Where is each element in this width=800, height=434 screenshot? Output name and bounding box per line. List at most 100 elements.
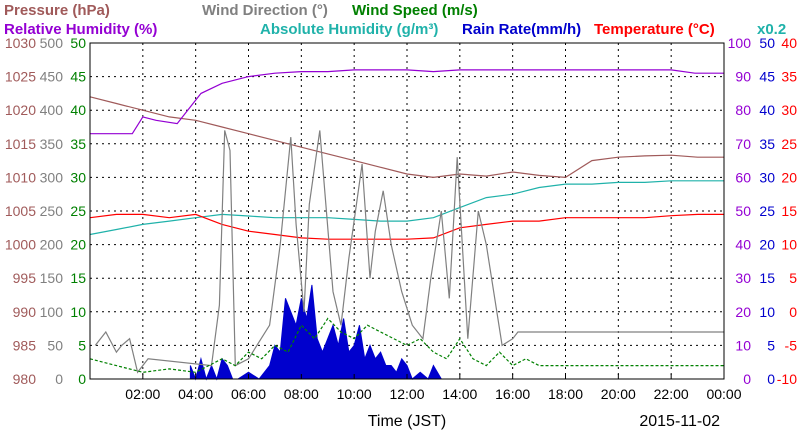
- pressure-tick-label: 1015: [5, 136, 36, 152]
- rain-rate-series: [189, 284, 460, 381]
- temperature-tick-label: 10: [781, 237, 797, 253]
- series-lines: [89, 69, 724, 374]
- rain-rate-tick-label: 10: [759, 304, 775, 320]
- wind-speed-tick-label: 25: [70, 203, 86, 219]
- wind-direction-tick-label: 350: [40, 136, 64, 152]
- wind-speed-tick-label: 20: [70, 237, 86, 253]
- wind-speed-tick-label: 30: [70, 169, 86, 185]
- x-tick-label: 04:00: [178, 386, 213, 402]
- series-wind-direction: [94, 130, 724, 374]
- humidity-tick-label: 90: [735, 69, 751, 85]
- series-pressure-hpa: [89, 96, 724, 179]
- legend-item-3: Wind Speed (m/s): [352, 2, 478, 19]
- humidity-tick-label: 0: [743, 371, 751, 387]
- legend-item-6: Rain Rate(mm/h): [462, 21, 581, 38]
- date-label: 2015-11-02: [639, 413, 720, 430]
- rain-rate-tick-label: 35: [759, 136, 775, 152]
- rain-rate-tick-label: 5: [767, 337, 775, 353]
- wind-speed-tick-label: 45: [70, 69, 86, 85]
- rain-rate-tick-label: 50: [759, 35, 775, 51]
- wind-speed-tick-label: 15: [70, 270, 86, 286]
- x-tick-label: 02:00: [125, 386, 160, 402]
- humidity-tick-label: 40: [735, 237, 751, 253]
- x-tick-label: 14:00: [442, 386, 477, 402]
- wind-direction-tick-label: 450: [40, 69, 64, 85]
- legend-row-2: Relative Humidity (%) Absolute Humidity (…: [4, 21, 786, 38]
- temperature-tick-label: 30: [781, 102, 797, 118]
- x-axis: 02:00 04:00 06:00 08:00 10:00 12:00 14:00 16:00…: [125, 374, 742, 402]
- temperature-tick-label: 0: [789, 304, 797, 320]
- pressure-tick-label: 1020: [5, 102, 36, 118]
- x-tick-label: 22:00: [654, 386, 689, 402]
- humidity-tick-label: 60: [735, 169, 751, 185]
- temperature-tick-label: 25: [781, 136, 797, 152]
- x-tick-label: 12:00: [389, 386, 424, 402]
- pressure-tick-label: 1025: [5, 69, 36, 85]
- wind-speed-tick-label: 35: [70, 136, 86, 152]
- legend-item-5: Absolute Humidity (g/m³): [260, 21, 438, 38]
- x-tick-label: 10:00: [337, 386, 372, 402]
- pressure-tick-label: 1010: [5, 169, 36, 185]
- right-axes: 1009080706050403020100504540353025201510…: [728, 35, 798, 387]
- rain-rate-tick-label: 40: [759, 102, 775, 118]
- x-axis-label: Time (JST): [368, 413, 447, 430]
- wind-direction-tick-label: 500: [40, 35, 64, 51]
- pressure-tick-label: 980: [13, 371, 37, 387]
- pressure-tick-label: 1005: [5, 203, 36, 219]
- x-tick-label: 08:00: [284, 386, 319, 402]
- legend-item-1: Pressure (hPa): [4, 2, 110, 19]
- wind-speed-tick-label: 50: [70, 35, 86, 51]
- x-tick-label: 00:00: [706, 386, 741, 402]
- wind-speed-tick-label: 40: [70, 102, 86, 118]
- rain-rate-tick-label: 45: [759, 69, 775, 85]
- pressure-tick-label: 985: [13, 337, 37, 353]
- series-temperature-c: [89, 213, 724, 240]
- wind-direction-tick-label: 400: [40, 102, 64, 118]
- humidity-tick-label: 10: [735, 337, 751, 353]
- rain-rate-tick-label: 15: [759, 270, 775, 286]
- x-tick-label: 20:00: [601, 386, 636, 402]
- rain-rate-tick-label: 0: [767, 371, 775, 387]
- wind-direction-tick-label: 100: [40, 304, 64, 320]
- rain-rate-area: [189, 284, 460, 381]
- temperature-tick-label: -5: [785, 337, 798, 353]
- temperature-tick-label: 20: [781, 169, 797, 185]
- wind-direction-tick-label: 150: [40, 270, 64, 286]
- temperature-tick-label: -10: [777, 371, 797, 387]
- humidity-tick-label: 100: [728, 35, 752, 51]
- pressure-tick-label: 990: [13, 304, 37, 320]
- wind-direction-tick-label: 300: [40, 169, 64, 185]
- x-tick-label: 18:00: [548, 386, 583, 402]
- series-wind-speed-m-s: [89, 317, 724, 373]
- wind-direction-tick-label: 50: [47, 337, 63, 353]
- rain-rate-tick-label: 20: [759, 237, 775, 253]
- wind-direction-tick-label: 200: [40, 237, 64, 253]
- humidity-tick-label: 20: [735, 304, 751, 320]
- rain-rate-tick-label: 30: [759, 169, 775, 185]
- rain-rate-tick-label: 25: [759, 203, 775, 219]
- temperature-tick-label: 5: [789, 270, 797, 286]
- humidity-tick-label: 70: [735, 136, 751, 152]
- x-tick-label: 16:00: [495, 386, 530, 402]
- series-absolute-humidity-g-m: [89, 180, 724, 236]
- series-relative-humidity: [90, 69, 724, 135]
- legend-item-7: Temperature (°C): [594, 21, 715, 38]
- wind-direction-tick-label: 0: [55, 371, 63, 387]
- legend-item-2: Wind Direction (°): [202, 2, 328, 19]
- pressure-tick-label: 1030: [5, 35, 36, 51]
- humidity-tick-label: 30: [735, 270, 751, 286]
- temperature-tick-label: 40: [781, 35, 797, 51]
- temperature-tick-label: 15: [781, 203, 797, 219]
- legend-row-1: Pressure (hPa) Wind Direction (°) Wind Spe…: [4, 2, 478, 19]
- wind-speed-tick-label: 10: [70, 304, 86, 320]
- left-axes: 1030102510201015101010051000995990985980…: [5, 35, 86, 387]
- temperature-tick-label: 35: [781, 69, 797, 85]
- wind-direction-tick-label: 250: [40, 203, 64, 219]
- x-tick-label: 06:00: [231, 386, 266, 402]
- humidity-tick-label: 80: [735, 102, 751, 118]
- legend-item-8: x0.2: [757, 21, 786, 38]
- wind-speed-tick-label: 0: [78, 371, 86, 387]
- pressure-tick-label: 995: [13, 270, 37, 286]
